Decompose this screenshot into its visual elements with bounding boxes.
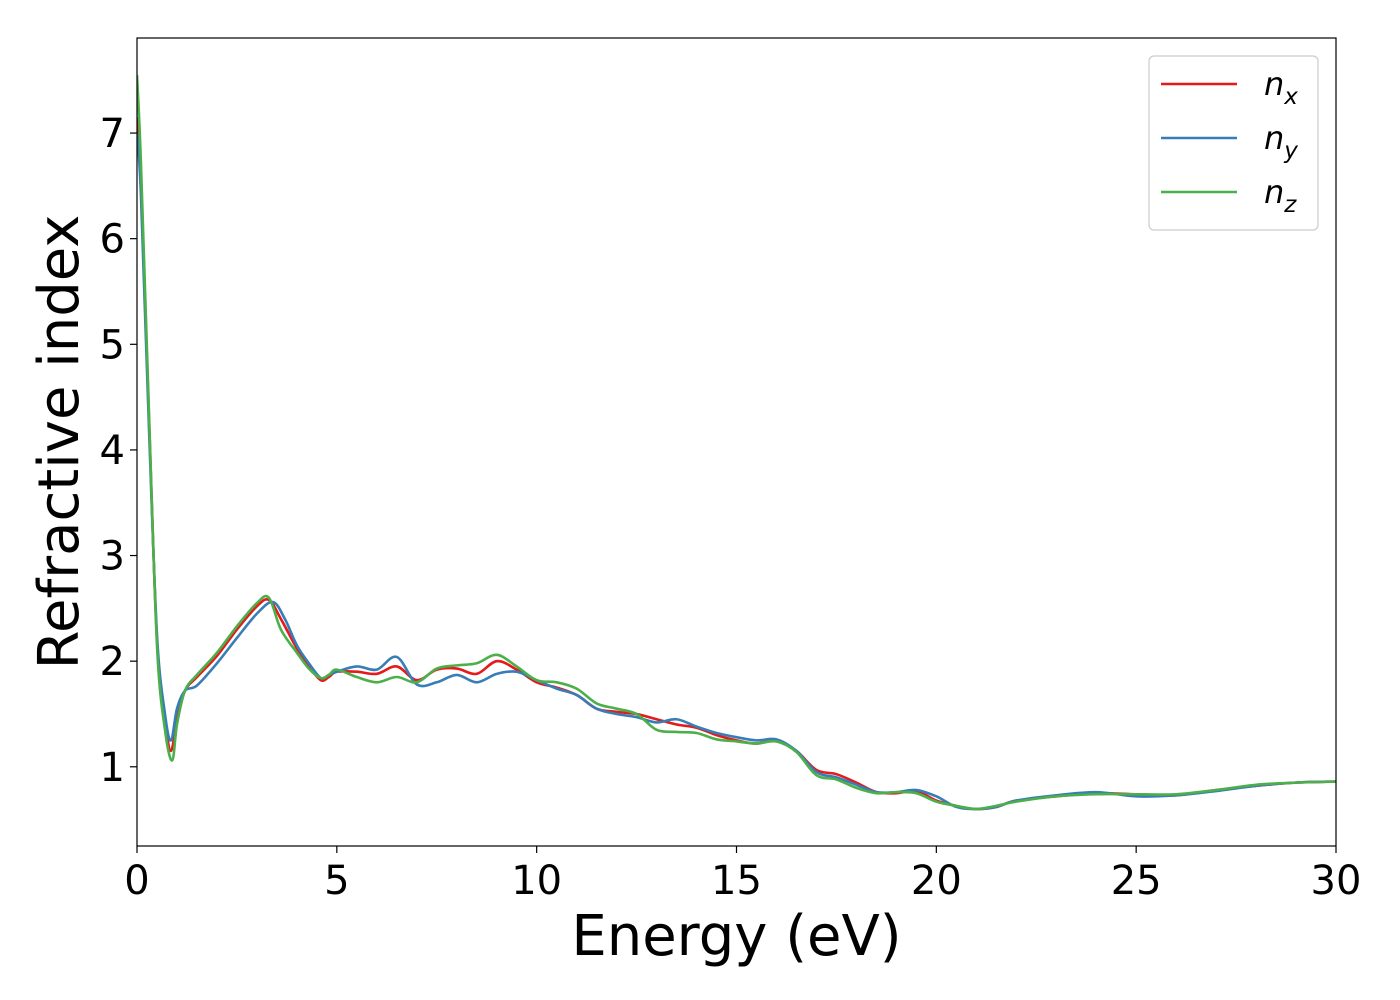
y-tick-label: 6 bbox=[100, 217, 125, 263]
y-tick-label: 4 bbox=[100, 428, 125, 474]
series-layer bbox=[137, 74, 1336, 811]
x-tick-label: 20 bbox=[911, 858, 962, 904]
x-axis-label: Energy (eV) bbox=[571, 904, 901, 969]
y-tick-label: 2 bbox=[100, 639, 125, 685]
y-axis-ticks: 1 2 3 4 5 6 7 bbox=[100, 111, 137, 791]
x-tick-label: 15 bbox=[711, 858, 762, 904]
series-line-nz bbox=[137, 74, 1336, 811]
legend-entry-nz: nz bbox=[1264, 173, 1297, 218]
legend: nx ny nz bbox=[1148, 55, 1319, 231]
legend-entry-ny: ny bbox=[1264, 119, 1298, 164]
x-tick-label: 0 bbox=[124, 858, 149, 904]
legend-entry-nx: nx bbox=[1264, 65, 1298, 110]
x-axis-ticks: 0 5 10 15 20 25 30 bbox=[124, 846, 1361, 904]
y-axis-label: Refractive index bbox=[27, 215, 92, 670]
x-tick-label: 5 bbox=[324, 858, 349, 904]
legend-box bbox=[1148, 55, 1319, 231]
y-tick-label: 1 bbox=[100, 745, 125, 791]
x-tick-label: 30 bbox=[1311, 858, 1362, 904]
x-tick-label: 25 bbox=[1111, 858, 1162, 904]
y-tick-label: 5 bbox=[100, 322, 125, 368]
x-tick-label: 10 bbox=[511, 858, 562, 904]
y-tick-label: 7 bbox=[100, 111, 125, 157]
y-tick-label: 3 bbox=[100, 534, 125, 580]
series-line-ny bbox=[137, 132, 1336, 811]
